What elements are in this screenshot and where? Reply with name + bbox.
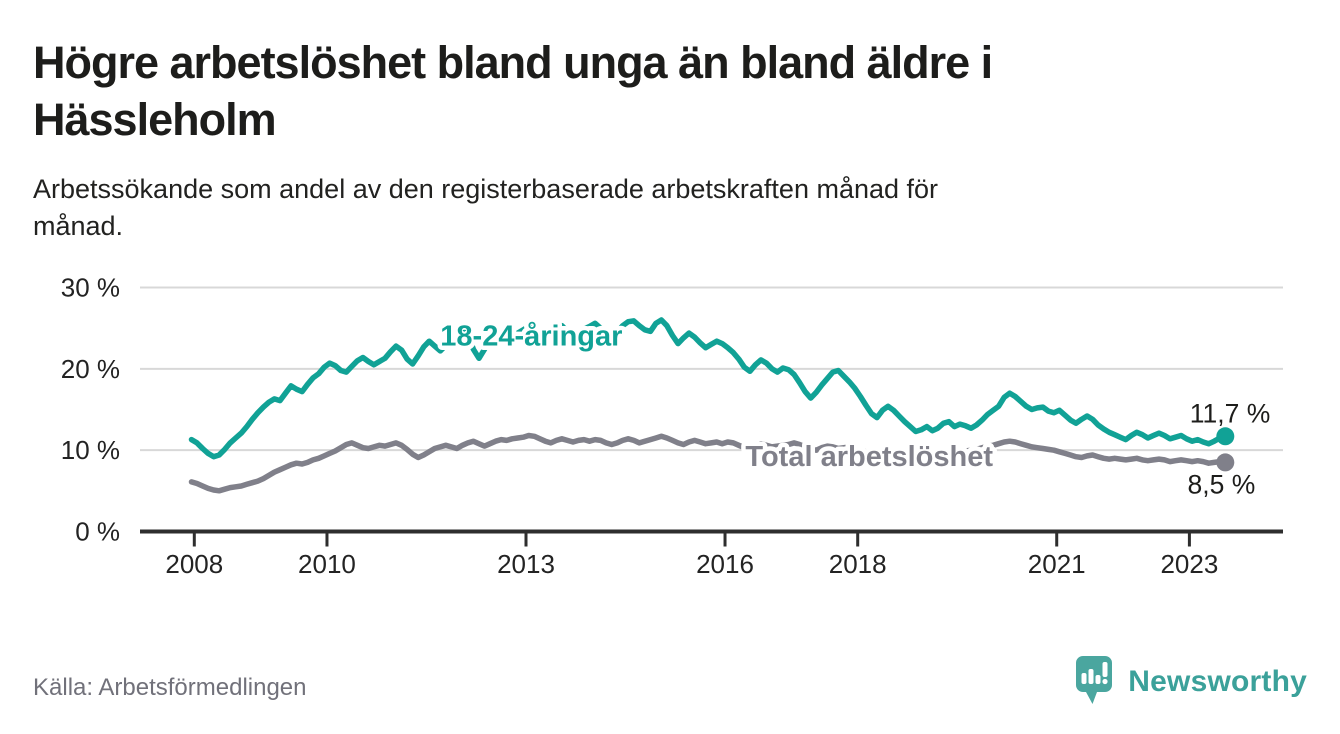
page-subtitle: Arbetssökande som andel av den registerb… [33,171,1273,245]
newsworthy-logo-icon [1076,656,1113,704]
page-title-line-1: Högre arbetslöshet bland unga än bland ä… [33,37,993,88]
y-axis-label: 10 % [61,435,120,465]
series-end-value-young: 11,7 % [1190,398,1271,428]
series-end-value-total: 8,5 % [1188,469,1256,499]
series-end-dot-young [1216,427,1235,446]
page-title-line-2: Hässleholm [33,94,277,145]
x-axis-label: 2010 [298,549,356,579]
x-axis-label: 2018 [829,549,887,579]
series-line-young [188,317,1229,460]
brand-logo: Newsworthy [1074,652,1307,712]
series-line-total [188,432,1229,494]
page-subtitle-line-2: månad. [33,211,124,241]
source-note: Källa: Arbetsförmedlingen [33,674,307,701]
page-title: Högre arbetslöshet bland unga än bland ä… [33,34,1253,148]
y-axis-label: 30 % [61,273,120,303]
x-axis-label: 2008 [165,549,223,579]
series-inline-label-total: Total arbetslöshet [745,441,993,473]
brand-name: Newsworthy [1128,665,1307,698]
y-axis-label: 0 % [75,517,120,547]
x-axis-label: 2023 [1160,549,1218,579]
page-subtitle-line-1: Arbetssökande som andel av den registerb… [33,174,939,204]
y-axis-label: 20 % [61,354,120,384]
x-axis-label: 2016 [696,549,754,579]
series-inline-label-young: 18-24-åringar [440,321,622,353]
series-end-dot-total [1216,453,1235,472]
x-axis-label: 2021 [1028,549,1086,579]
x-axis-label: 2013 [497,549,555,579]
